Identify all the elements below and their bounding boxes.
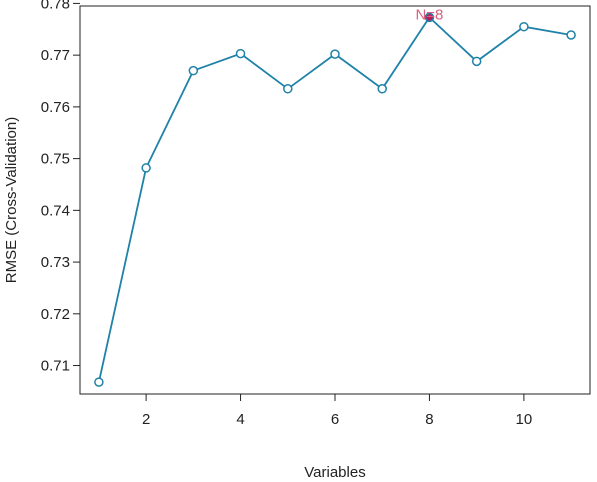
x-tick-label: 2 <box>142 411 150 428</box>
x-axis-label: Variables <box>304 464 365 481</box>
y-tick-label: 0.77 <box>41 47 70 64</box>
data-point <box>471 56 482 67</box>
y-tick-label: 0.72 <box>41 306 70 323</box>
series-group <box>94 12 576 387</box>
data-point <box>330 49 340 59</box>
y-tick-label: 0.78 <box>41 0 70 12</box>
y-tick-label: 0.74 <box>41 202 70 219</box>
data-point <box>188 65 199 76</box>
y-tick-label: 0.71 <box>41 358 70 375</box>
data-point <box>94 377 104 387</box>
y-tick-label: 0.73 <box>41 254 70 271</box>
data-point <box>235 48 246 59</box>
y-tick-label: 0.76 <box>41 99 70 116</box>
best-model-annotation: N=8 <box>415 6 443 23</box>
data-point <box>141 163 151 173</box>
x-axis-ticks: 2 4 6 8 10 <box>142 394 532 428</box>
y-axis-ticks: 0.71 0.72 0.73 0.74 0.75 0.76 0.77 0.78 <box>41 0 80 375</box>
best-data-point <box>424 12 435 23</box>
data-point <box>283 84 293 94</box>
series-line <box>98 16 572 383</box>
x-tick-label: 4 <box>236 411 244 428</box>
x-tick-label: 10 <box>516 411 533 428</box>
x-tick-label: 6 <box>331 411 339 428</box>
x-tick-label: 8 <box>425 411 433 428</box>
y-axis-label: RMSE (Cross-Validation) <box>3 117 20 283</box>
y-tick-label: 0.75 <box>41 151 70 168</box>
plot-frame <box>79 5 591 395</box>
data-point <box>566 30 576 40</box>
data-point <box>377 84 387 94</box>
data-point <box>519 21 529 32</box>
